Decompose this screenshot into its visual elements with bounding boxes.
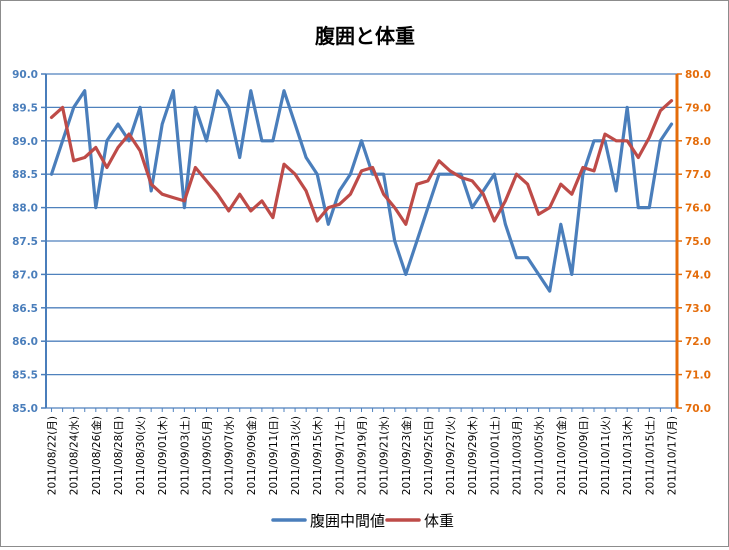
- x-axis-tick-label: 2011/08/30(火): [135, 416, 147, 495]
- right-axis-tick-label: 75.0: [685, 236, 711, 248]
- right-axis-tick-label: 72.0: [685, 336, 711, 348]
- legend-label: 体重: [424, 512, 454, 530]
- x-axis-tick-label: 2011/09/03(土): [178, 416, 191, 495]
- right-axis-tick-label: 78.0: [685, 136, 711, 148]
- x-axis-tick-label: 2011/10/15(土): [643, 416, 656, 495]
- x-axis-tick-label: 2011/09/27(火): [445, 416, 457, 495]
- x-axis-tick-label: 2011/08/26(金): [90, 416, 103, 495]
- right-axis-tick-label: 80.0: [685, 69, 711, 81]
- x-axis-tick-label: 2011/09/29(木): [467, 416, 479, 495]
- right-axis-tick-label: 73.0: [685, 303, 711, 315]
- series-line: [49, 89, 674, 293]
- x-axis-tick-label: 2011/10/17(月): [666, 416, 678, 495]
- left-y-axis: 85.0 85.5 86.0 86.5 87.0 87.5 88.0 88.5 89.0 89.5…: [12, 69, 47, 415]
- x-axis-tick-label: 2011/08/24(水): [69, 416, 81, 495]
- left-axis-tick-label: 86.5: [12, 303, 38, 315]
- x-axis-tick-label: 2011/09/07(水): [224, 416, 236, 495]
- left-axis-tick-label: 89.5: [12, 102, 38, 114]
- x-axis-tick-label: 2011/09/25(日): [423, 416, 435, 495]
- left-axis-tick-label: 87.0: [12, 269, 38, 281]
- x-axis-tick-label: 2011/10/09(日): [578, 416, 590, 495]
- x-axis-tick-label: 2011/10/11(火): [600, 416, 612, 495]
- left-axis-tick-label: 85.5: [12, 370, 38, 382]
- right-axis-tick-label: 79.0: [685, 102, 711, 114]
- x-axis-tick-label: 2011/09/13(火): [290, 416, 302, 495]
- right-axis-tick-label: 77.0: [685, 169, 711, 181]
- x-axis-tick-label: 2011/08/28(日): [113, 416, 125, 495]
- x-axis-tick-label: 2011/09/15(木): [312, 416, 324, 495]
- x-axis-tick-label: 2011/09/01(木): [157, 416, 169, 495]
- series-line: [49, 99, 674, 226]
- left-axis-tick-label: 86.0: [12, 336, 38, 348]
- right-axis-tick-label: 70.0: [685, 403, 711, 415]
- x-axis-tick-label: 2011/10/01(土): [488, 416, 501, 495]
- legend: 腹囲中間値 体重: [271, 512, 454, 530]
- left-axis-tick-label: 89.0: [12, 136, 38, 148]
- left-axis-tick-label: 90.0: [12, 69, 38, 81]
- x-axis-tick-label: 2011/10/13(木): [622, 416, 634, 495]
- x-axis-tick-label: 2011/09/11(日): [268, 416, 280, 495]
- x-axis-tick-label: 2011/08/22(月): [47, 416, 59, 495]
- series-lines: [49, 89, 674, 293]
- right-axis-tick-label: 76.0: [685, 203, 711, 215]
- right-y-axis: 70.0 71.0 72.0 73.0 74.0 75.0 76.0 77.0 78.0 79.0…: [675, 69, 711, 415]
- x-axis-tick-label: 2011/09/23(金): [400, 416, 413, 495]
- left-axis-tick-label: 87.5: [12, 236, 38, 248]
- x-axis-tick-label: 2011/09/17(土): [333, 416, 346, 495]
- x-axis-tick-label: 2011/10/03(月): [511, 416, 523, 495]
- left-axis-tick-label: 88.0: [12, 203, 38, 215]
- gridlines: [46, 73, 677, 409]
- x-axis-tick-label: 2011/10/05(水): [534, 416, 546, 495]
- x-axis-tick-label: 2011/10/07(金): [555, 416, 568, 495]
- left-axis-tick-label: 88.5: [12, 169, 38, 181]
- chart-title: 腹囲と体重: [315, 24, 415, 48]
- right-axis-tick-label: 74.0: [685, 269, 711, 281]
- right-axis-tick-label: 71.0: [685, 370, 711, 382]
- legend-label: 腹囲中間値: [310, 512, 385, 530]
- x-axis-tick-label: 2011/09/05(月): [202, 416, 214, 495]
- x-axis-tick-label: 2011/09/19(月): [357, 416, 369, 495]
- x-axis-tick-label: 2011/09/09(金): [245, 416, 258, 495]
- x-axis-tick-label: 2011/09/21(水): [379, 416, 391, 495]
- left-axis-tick-label: 85.0: [12, 403, 38, 415]
- x-axis: 2011/08/22(月) 2011/08/24(水) 2011/08/26(金) 2…: [47, 408, 678, 495]
